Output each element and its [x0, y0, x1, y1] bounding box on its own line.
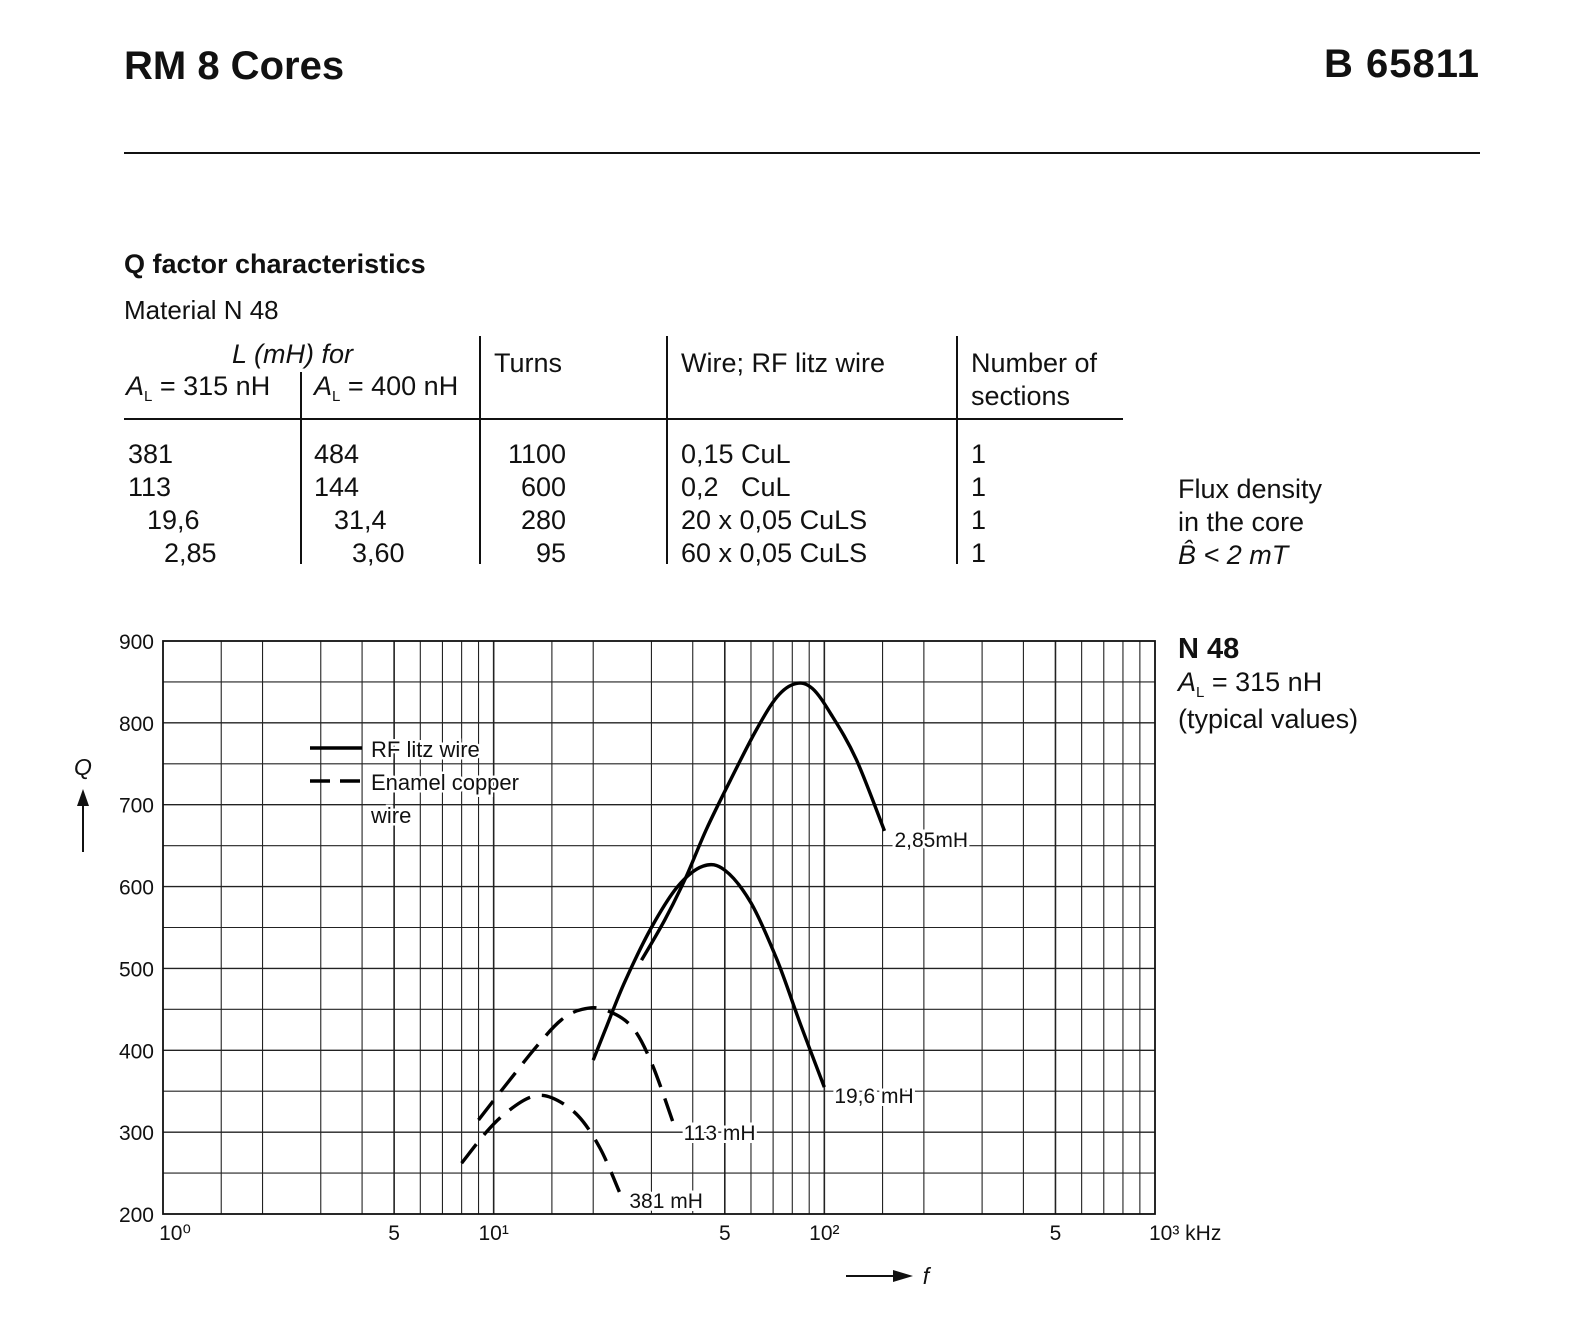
series-line: [460, 1093, 621, 1193]
series-line: [640, 681, 887, 962]
table-cell: 381: [128, 439, 174, 469]
y-tick-label: 400: [119, 1040, 154, 1063]
material-label: Material N 48: [124, 295, 279, 325]
y-tick-label: 300: [119, 1122, 154, 1145]
table-cell: 1: [971, 472, 987, 502]
table-rule: [479, 336, 481, 564]
table-cell: 2,85: [164, 538, 217, 568]
y-tick-label: 500: [119, 958, 154, 981]
section-title: Q factor characteristics: [124, 249, 426, 279]
table-cell: 0,2 CuL: [681, 472, 791, 502]
x-axis-label: f: [923, 1263, 932, 1289]
col-l315-header: AL = 315 nH: [126, 371, 271, 405]
series-label: 2,85mH: [894, 829, 968, 852]
y-tick-label: 600: [119, 877, 154, 900]
chart-legend: RF litz wire Enamel copper wire: [310, 735, 521, 831]
table-rule: [666, 336, 668, 564]
material-name: N 48: [1178, 633, 1240, 665]
x-tick-label: 10²: [809, 1222, 839, 1245]
table-cell: 20 x 0,05 CuLS: [681, 505, 868, 535]
legend-label: Enamel copper: [371, 770, 519, 795]
table-cell: 3,60: [352, 538, 405, 568]
col-l400-header: AL = 400 nH: [314, 371, 459, 405]
col-wire-header: Wire; RF litz wire: [681, 348, 885, 378]
table-cell: 1: [971, 439, 987, 469]
y-tick-label: 200: [119, 1204, 154, 1227]
series-line: [477, 1005, 676, 1125]
col-turns-header: Turns: [494, 348, 563, 378]
part-number: B 65811: [1323, 42, 1480, 86]
table-cell: 484: [314, 439, 360, 469]
col-sections-header: Number of sections: [971, 348, 1098, 411]
series-label: 113 mH: [684, 1122, 756, 1145]
flux-density-note: Flux density in the core B̂ < 2 mT: [1178, 474, 1323, 570]
x-tick-label: 5: [388, 1222, 400, 1245]
series-line: [591, 862, 826, 1088]
table-cell: 31,4: [334, 505, 387, 535]
table-cell: 1100: [507, 439, 566, 469]
y-tick-label: 700: [119, 795, 154, 818]
series-label: 381 mH: [629, 1190, 703, 1213]
y-tick-label: 800: [119, 713, 154, 736]
x-tick-label: 10¹: [478, 1222, 508, 1245]
table-cell: 600: [520, 472, 566, 502]
l-group-header: L (mH) for: [232, 339, 354, 369]
plot-frame: [162, 640, 1156, 1215]
x-tick-label: 10⁰: [159, 1222, 191, 1245]
table-rule: [300, 372, 302, 564]
table-cell: 60 x 0,05 CuLS: [681, 538, 868, 568]
typical-values-note: (typical values): [1178, 704, 1359, 734]
table-header-rule: [124, 418, 1123, 420]
al-value: AL = 315 nH: [1178, 667, 1323, 701]
chart-info: N 48 AL = 315 nH (typical values): [1178, 633, 1358, 736]
legend-label: wire: [370, 803, 411, 828]
legend-label: RF litz wire: [371, 737, 480, 762]
y-axis-label: Q: [74, 754, 92, 780]
chart-axes: 200 300 400 500 600 700 800 900 10⁰ 5 10¹ 5 10² 5 10³ …: [74, 631, 1221, 1289]
table-cell: 1: [971, 505, 987, 535]
page-title: RM 8 Cores: [124, 44, 345, 88]
table-cell: 19,6: [147, 505, 200, 535]
y-axis-arrowhead: [77, 789, 89, 806]
x-tick-label: 5: [719, 1222, 731, 1245]
table-cell: 0,15 CuL: [681, 439, 791, 469]
chart-series: 381 mH 113 mH 19,6 mH 2,85mH: [460, 681, 971, 1216]
y-tick-label: 900: [119, 631, 154, 654]
table-cell: 1: [971, 538, 987, 568]
table-cell: 95: [535, 538, 566, 568]
table-cell: 113: [128, 472, 172, 502]
x-tick-label: 5: [1050, 1222, 1062, 1245]
table-cell: 144: [314, 472, 360, 502]
chart-grid: [163, 641, 1155, 1214]
x-axis-arrowhead: [893, 1270, 913, 1282]
table-cell: 280: [520, 505, 566, 535]
series-label: 19,6 mH: [834, 1085, 913, 1108]
table-rule: [956, 336, 958, 564]
x-tick-label: 10³ kHz: [1149, 1222, 1221, 1245]
header-divider: [124, 152, 1480, 154]
